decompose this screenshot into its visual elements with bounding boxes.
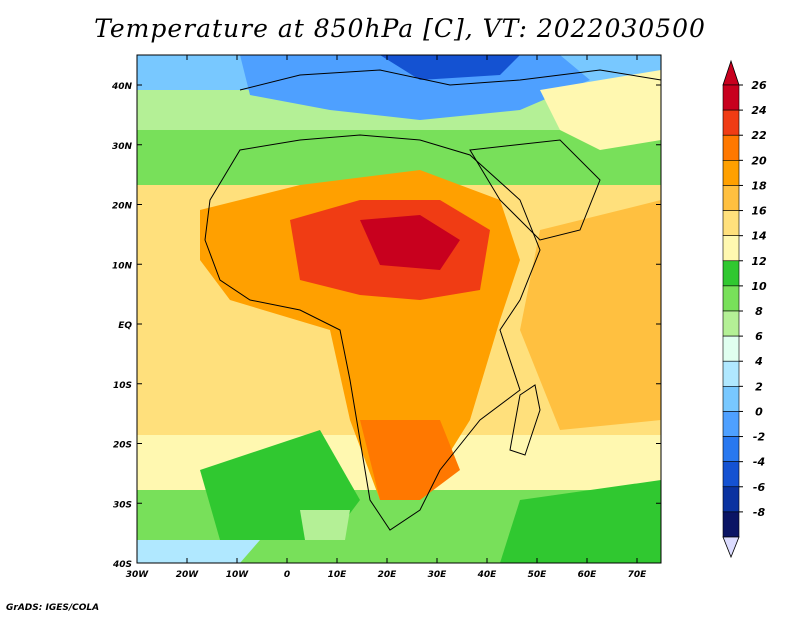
colorbar-label: 10	[751, 280, 767, 293]
map-field	[137, 55, 661, 563]
colorbar-label: 18	[751, 179, 767, 192]
arabia	[469, 139, 601, 241]
lon-label: 10W	[226, 570, 250, 580]
colorbar-swatch	[722, 386, 740, 412]
colorbar-swatch	[722, 285, 740, 312]
lat-label: 40S	[112, 560, 132, 570]
longitude-labels: 30W 20W 10W 0 10E 20E 30E 40E 50E 60E 70E	[126, 570, 647, 580]
credit-footer: GrADS: IGES/COLA	[6, 603, 100, 613]
colorbar-swatch	[722, 84, 740, 111]
colorbar-label: 24	[751, 104, 766, 117]
lon-label: 20W	[176, 570, 200, 580]
colorbar-swatch	[722, 411, 740, 437]
colorbar-swatch	[722, 134, 740, 161]
colorbar-swatch	[722, 235, 740, 262]
lat-label: 10N	[112, 261, 133, 271]
colorbar-swatch	[722, 109, 740, 136]
colorbar-label: 8	[755, 305, 763, 318]
lon-label: 10E	[328, 570, 348, 580]
colorbar-swatch	[722, 160, 740, 186]
lat-label: 30S	[113, 500, 132, 510]
cool-east	[540, 70, 661, 150]
colorbar-upper-arrow	[722, 59, 740, 86]
colorbar-lower-arrow	[722, 536, 740, 559]
far-south-blue	[137, 540, 260, 563]
colorbar-swatch	[722, 335, 740, 362]
lon-label: 50E	[528, 570, 548, 580]
colorbar-label: 26	[751, 79, 767, 92]
colorbar-swatch	[722, 260, 740, 287]
colorbar-label: 12	[751, 255, 767, 268]
lat-label: EQ	[118, 321, 132, 331]
lon-label: 30W	[126, 570, 150, 580]
colorbar-label: -2	[753, 431, 766, 444]
colorbar-label: 4	[754, 355, 763, 368]
colorbar-label: -4	[753, 456, 765, 469]
colorbar-label: 22	[751, 129, 767, 142]
africa-coastline	[204, 134, 541, 531]
colorbar-swatch	[722, 310, 740, 337]
europe-coast	[239, 69, 662, 91]
colorbar-label: -8	[753, 506, 766, 519]
madagascar	[509, 384, 541, 456]
colorbar-swatch	[722, 185, 740, 211]
colorbar-label: 14	[751, 230, 766, 243]
lon-label: 60E	[578, 570, 598, 580]
colorbar-label: -6	[753, 481, 766, 494]
south-cool	[300, 510, 350, 540]
colorbar-label: 2	[755, 380, 763, 393]
lat-label: 30N	[112, 142, 133, 152]
colorbar-label: 0	[755, 405, 763, 418]
colorbar-swatch	[722, 436, 740, 462]
colorbar-swatch	[722, 486, 740, 513]
lat-label: 20N	[112, 202, 133, 212]
lon-label: 70E	[628, 570, 648, 580]
colorbar-label: 20	[751, 154, 767, 167]
axis-ticks	[136, 55, 661, 564]
colorbar-swatch	[722, 461, 740, 488]
lat-label: 40N	[111, 82, 133, 92]
hottest-core	[360, 215, 460, 270]
coldest-europe	[380, 55, 520, 80]
lon-label: 20E	[378, 570, 398, 580]
lat-label: 20S	[113, 441, 132, 451]
lat-label: 10S	[113, 381, 132, 391]
lon-label: 0	[284, 570, 290, 580]
colorbar-swatch	[722, 210, 740, 236]
latitude-labels: 40N 30N 20N 10N EQ 10S 20S 30S 40S	[111, 82, 133, 570]
south-east-green	[500, 480, 661, 563]
map-title: Temperature at 850hPa [C], VT: 202203050…	[94, 14, 706, 43]
colorbar-swatch	[722, 360, 740, 387]
lon-label: 40E	[477, 570, 498, 580]
colorbar-swatch	[722, 511, 740, 538]
lon-label: 30E	[428, 570, 448, 580]
arabian-sea	[520, 200, 661, 430]
colorbar-label: 6	[755, 330, 763, 343]
map-frame	[136, 54, 662, 564]
colorbar-label: 16	[751, 205, 767, 218]
